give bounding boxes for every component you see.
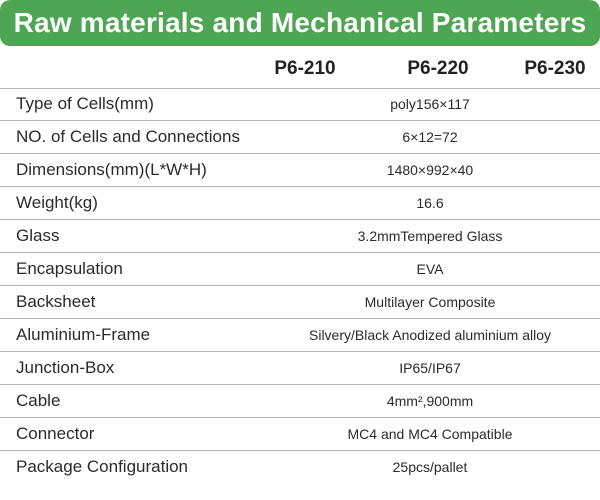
row-label: Junction-Box: [16, 358, 115, 377]
row-label: Aluminium-Frame: [16, 325, 151, 344]
row-label: NO. of Cells and Connections: [16, 127, 240, 146]
row-value: poly156×117: [390, 96, 470, 112]
table-row: Dimensions(mm)(L*W*H) 1480×992×40: [0, 154, 600, 187]
row-value: 16.6: [416, 195, 444, 211]
table-row: Connector MC4 and MC4 Compatible: [0, 418, 600, 451]
row-label: Backsheet: [16, 292, 96, 311]
row-value: Multilayer Composite: [364, 294, 496, 310]
row-label: Encapsulation: [16, 259, 123, 278]
table-row: Aluminium-Frame Silvery/Black Anodized a…: [0, 319, 600, 352]
table-row: Weight(kg) 16.6: [0, 187, 600, 220]
row-value: 3.2mmTempered Glass: [357, 228, 503, 244]
row-label: Weight(kg): [16, 193, 98, 212]
row-value: Silvery/Black Anodized aluminium alloy: [309, 327, 551, 343]
row-value: IP65/IP67: [399, 360, 461, 376]
row-value: EVA: [416, 261, 444, 277]
row-value: 25pcs/pallet: [392, 459, 468, 475]
column-header-p6-210: P6-210: [274, 58, 336, 79]
column-header-row: P6-210 P6-220 P6-230: [0, 52, 600, 89]
spec-table: Type of Cells(mm) poly156×117 NO. of Cel…: [0, 88, 600, 484]
table-row: Type of Cells(mm) poly156×117: [0, 88, 600, 121]
row-label: Glass: [16, 226, 60, 245]
table-row: Glass 3.2mmTempered Glass: [0, 220, 600, 253]
row-label: Dimensions(mm)(L*W*H): [16, 160, 207, 179]
table-row: Junction-Box IP65/IP67: [0, 352, 600, 385]
title-banner: Raw materials and Mechanical Parameters: [0, 0, 600, 46]
table-row: Cable 4mm²,900mm: [0, 385, 600, 418]
row-value: 6×12=72: [402, 129, 458, 145]
page-title: Raw materials and Mechanical Parameters: [13, 7, 587, 38]
row-label: Package Configuration: [16, 457, 189, 476]
row-label: Type of Cells(mm): [16, 94, 154, 113]
table-row: Package Configuration 25pcs/pallet: [0, 451, 600, 484]
column-header-p6-220: P6-220: [407, 58, 469, 79]
row-value: MC4 and MC4 Compatible: [347, 426, 513, 442]
table-row: Backsheet Multilayer Composite: [0, 286, 600, 319]
row-label: Cable: [16, 391, 61, 410]
table-row: NO. of Cells and Connections 6×12=72: [0, 121, 600, 154]
row-label: Connector: [16, 424, 95, 443]
table-row: Encapsulation EVA: [0, 253, 600, 286]
row-value: 4mm²,900mm: [386, 393, 474, 409]
row-value: 1480×992×40: [386, 162, 474, 178]
column-header-p6-230: P6-230: [524, 58, 586, 79]
